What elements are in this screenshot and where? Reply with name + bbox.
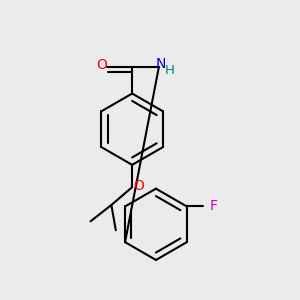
- Text: N: N: [156, 57, 166, 71]
- Text: O: O: [133, 179, 144, 193]
- Text: O: O: [96, 58, 107, 72]
- Text: H: H: [165, 64, 175, 77]
- Text: F: F: [210, 200, 218, 214]
